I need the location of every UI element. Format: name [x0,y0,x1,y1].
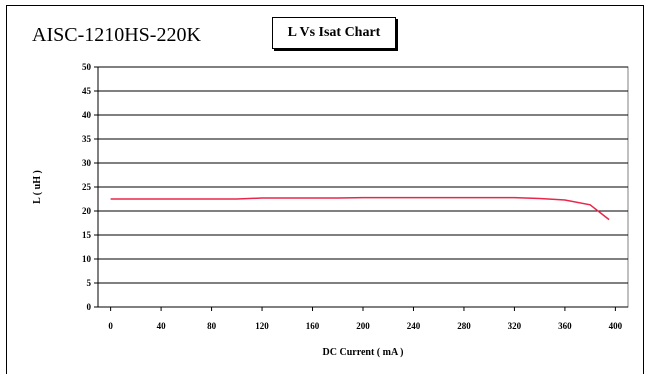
part-number-label: AISC-1210HS-220K [32,24,201,46]
series-group [110,196,610,221]
x-tick-label: 400 [609,321,623,331]
y-tick-label: 10 [82,254,92,264]
y-tick-label: 0 [87,302,92,312]
y-tick-label: 25 [82,182,92,192]
chart-title: L Vs Isat Chart [272,17,396,49]
y-axis-label: L ( uH ) [32,170,43,204]
y-tick-label: 20 [82,206,92,216]
x-tick-label: 200 [356,321,370,331]
x-tick-label: 360 [558,321,572,331]
x-tick-label: 120 [255,321,269,331]
y-tick-label: 45 [82,86,92,96]
x-tick-label: 80 [207,321,217,331]
y-axis-ticks: 0 5 10 15 20 25 30 35 40 45 50 [82,62,98,312]
y-tick-label: 50 [82,62,92,72]
x-axis-ticks: 0 40 80 120 160 200 240 280 320 360 400 [108,307,623,331]
series-line-0 [110,196,610,221]
x-tick-label: 160 [306,321,320,331]
x-axis-label: DC Current ( mA ) [323,347,404,358]
x-tick-label: 280 [457,321,471,331]
x-tick-label: 40 [157,321,167,331]
y-tick-label: 15 [82,230,92,240]
x-tick-label: 320 [508,321,522,331]
y-tick-label: 40 [82,110,92,120]
y-tick-label: 30 [82,158,92,168]
chart-frame [6,5,644,374]
x-tick-label: 240 [407,321,421,331]
x-tick-label: 0 [108,321,113,331]
y-tick-label: 5 [87,278,92,288]
y-tick-label: 35 [82,134,92,144]
grid-lines [97,66,629,308]
